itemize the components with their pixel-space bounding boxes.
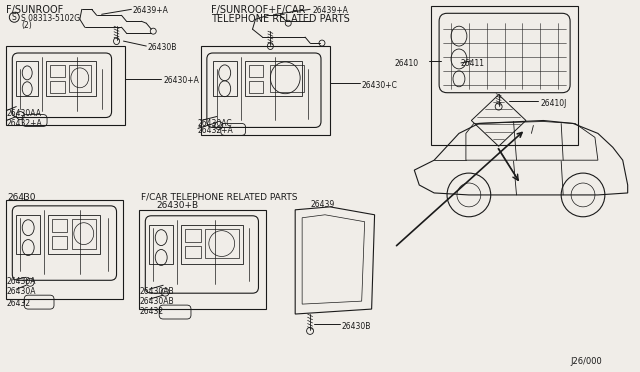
Bar	[244, 61, 302, 96]
Text: 26430B: 26430B	[147, 43, 177, 52]
Text: 26430AC: 26430AC	[198, 119, 232, 128]
Bar	[52, 219, 67, 232]
Text: 26430: 26430	[7, 193, 36, 202]
Bar	[52, 235, 67, 248]
Bar	[46, 61, 96, 96]
Text: F/SUNROOF: F/SUNROOF	[6, 5, 63, 15]
Text: 26430+C: 26430+C	[362, 81, 397, 90]
Text: 26439+A: 26439+A	[132, 6, 168, 15]
Bar	[72, 219, 96, 248]
Text: 26432: 26432	[140, 307, 163, 316]
Bar	[48, 215, 100, 254]
Text: 26430AB: 26430AB	[140, 287, 174, 296]
Text: 26432: 26432	[6, 299, 31, 308]
Bar	[213, 61, 237, 96]
Bar	[50, 81, 65, 93]
Bar	[69, 65, 91, 92]
Bar	[16, 215, 40, 254]
Bar	[431, 6, 578, 145]
Bar	[201, 46, 330, 135]
Bar	[181, 225, 243, 264]
Text: (2): (2)	[21, 21, 32, 30]
Text: 26430A: 26430A	[6, 287, 36, 296]
Text: F/SUNROOF+F/CAR: F/SUNROOF+F/CAR	[211, 5, 305, 15]
Text: 26430B: 26430B	[342, 322, 371, 331]
Bar	[248, 65, 264, 77]
Text: 26410: 26410	[394, 59, 419, 68]
Text: 26432+A: 26432+A	[198, 126, 234, 135]
Text: 26430AA: 26430AA	[6, 109, 42, 118]
Text: 26411: 26411	[461, 59, 485, 68]
Text: 26410J: 26410J	[540, 99, 566, 108]
Bar	[185, 246, 201, 259]
Text: 26430+A: 26430+A	[163, 76, 199, 85]
Text: 26439: 26439	[310, 200, 334, 209]
Bar	[270, 65, 304, 92]
Bar	[6, 46, 125, 125]
Bar	[50, 65, 65, 77]
Bar	[248, 81, 264, 93]
Text: F/CAR TELEPHONE RELATED PARTS: F/CAR TELEPHONE RELATED PARTS	[141, 193, 298, 202]
Bar	[185, 229, 201, 241]
Text: 26439+A: 26439+A	[312, 6, 348, 15]
Text: 26432+A: 26432+A	[6, 119, 42, 128]
Text: S: S	[12, 13, 16, 22]
Bar	[6, 200, 124, 299]
Text: 26430A: 26430A	[6, 277, 36, 286]
Text: TELEPHONE RELATED PARTS: TELEPHONE RELATED PARTS	[211, 14, 349, 24]
Text: J26/000: J26/000	[570, 357, 602, 366]
Bar	[205, 229, 239, 259]
Text: 26430AB: 26430AB	[140, 297, 174, 306]
Text: S 08313-5102G: S 08313-5102G	[21, 14, 81, 23]
Bar	[16, 61, 38, 96]
Bar	[140, 210, 266, 309]
Text: 26430+B: 26430+B	[156, 201, 198, 210]
Bar	[149, 225, 173, 264]
